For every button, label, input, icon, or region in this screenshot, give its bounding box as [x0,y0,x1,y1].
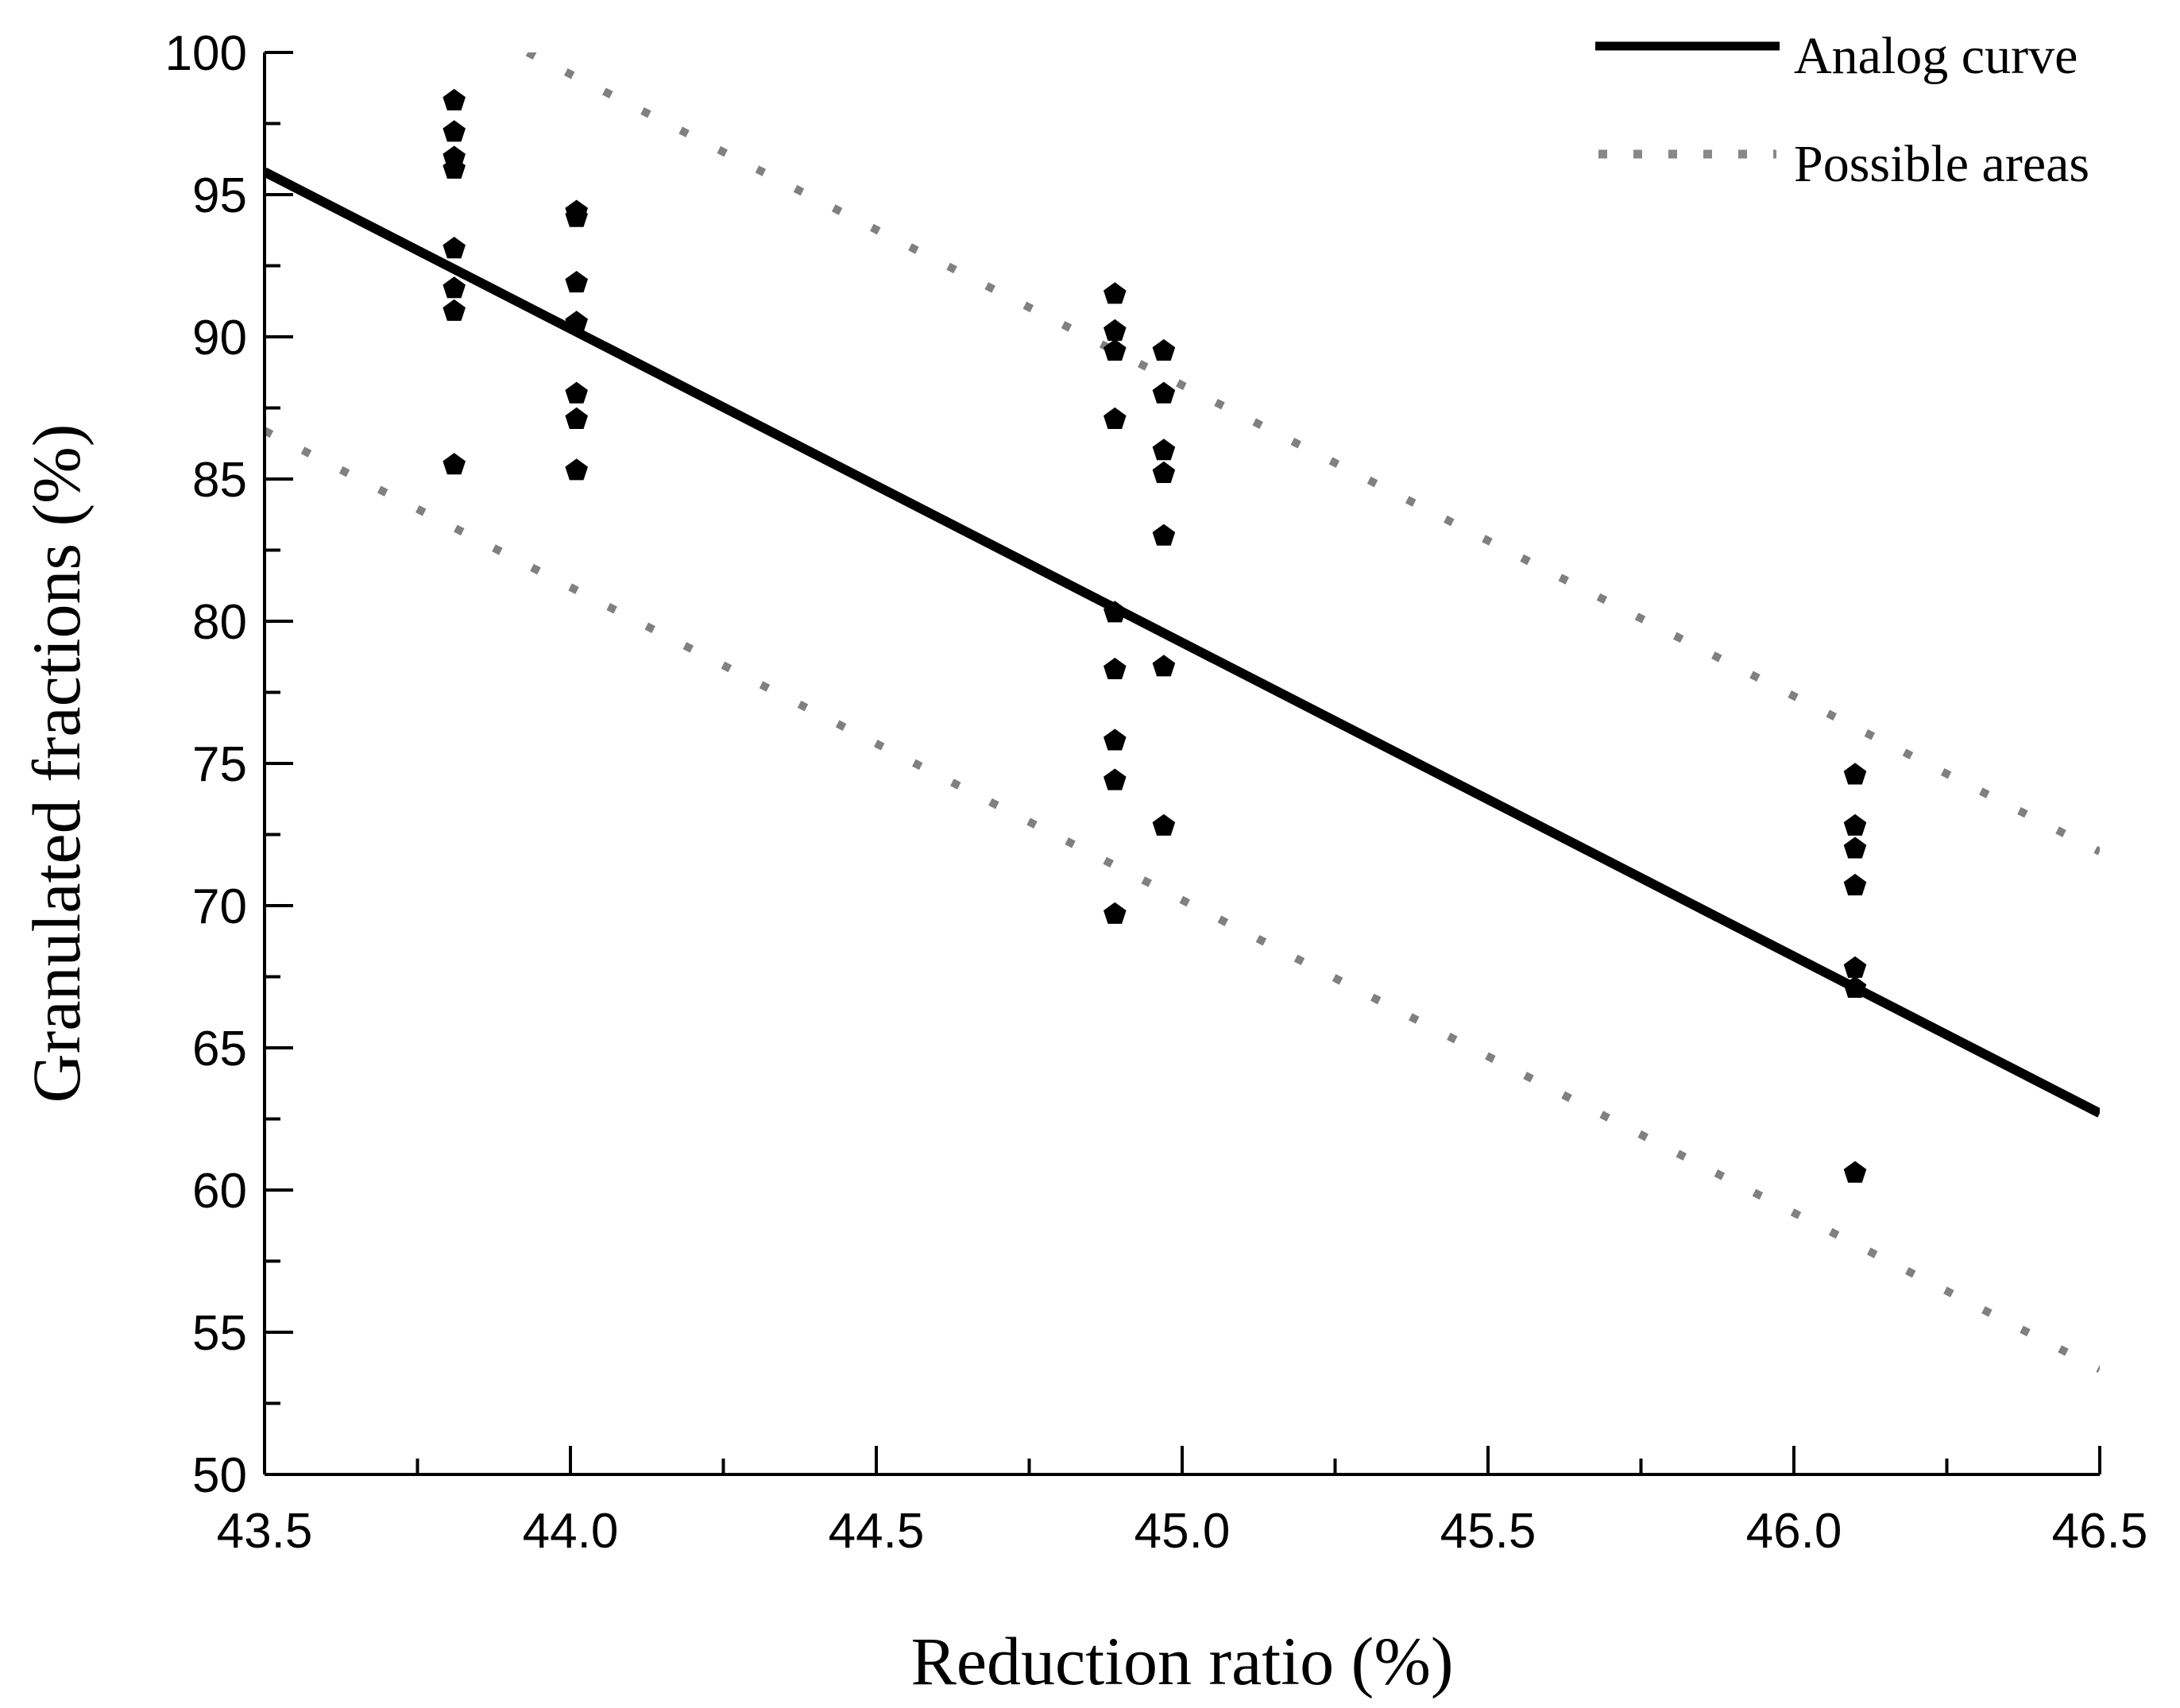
data-point [565,311,588,333]
data-point [565,458,588,481]
data-point [1104,902,1127,924]
data-point [1104,601,1127,623]
y-tick-label: 95 [192,168,247,223]
data-point [1152,338,1176,361]
y-tick-label: 65 [192,1022,247,1076]
data-point [443,276,466,299]
y-tick-label: 60 [192,1164,247,1219]
data-point [1843,813,1867,836]
analog-curve-line [265,168,2100,1118]
y-axis-title: Granulated fractions (%) [18,424,95,1103]
y-axis-tick-labels: 50 55 60 65 70 75 80 85 90 95 100 [165,26,247,1503]
data-point [1843,763,1867,785]
data-point [443,299,466,321]
data-point [1104,768,1127,790]
y-tick-label: 100 [165,26,247,81]
data-point [1104,728,1127,751]
data-point [565,381,588,404]
data-points [443,88,1867,1183]
data-point [1152,655,1176,677]
x-tick-label: 45.0 [1134,1504,1231,1559]
y-tick-label: 85 [192,453,247,508]
data-point [1152,813,1176,836]
data-point [1152,381,1176,404]
data-point [1104,657,1127,679]
data-point [1104,338,1127,361]
data-point [1152,439,1176,461]
data-point [1843,976,1867,998]
data-point [1104,407,1127,429]
data-point [443,157,466,179]
data-point [1843,873,1867,896]
axis-ticks [263,51,2101,1476]
series-lines [265,52,2100,1373]
legend-label-possible-areas: Possible areas [1794,135,2089,193]
possible-area-boundary-line [265,427,2100,1373]
data-point [1152,461,1176,483]
data-point [565,407,588,429]
y-tick-label: 90 [192,311,247,365]
data-point [443,237,466,259]
x-tick-label: 43.5 [217,1504,313,1559]
data-point [1104,319,1127,341]
data-point [1843,1161,1867,1183]
x-tick-label: 46.5 [2052,1504,2148,1559]
y-tick-label: 70 [192,879,247,934]
data-point [443,88,466,110]
data-point [1843,956,1867,978]
data-point [443,453,466,475]
data-point [1843,837,1867,859]
x-tick-label: 44.0 [523,1504,619,1559]
data-point [565,271,588,293]
x-axis-title: Reduction ratio (%) [910,1623,1453,1699]
data-point [1104,282,1127,304]
x-tick-label: 45.5 [1440,1504,1536,1559]
y-tick-label: 75 [192,737,247,792]
x-axis-tick-labels: 43.5 44.0 44.5 45.0 45.5 46.0 46.5 [217,1504,2148,1559]
y-tick-label: 55 [192,1306,247,1361]
legend-label-analog-curve: Analog curve [1794,27,2078,85]
data-point [565,205,588,227]
x-tick-label: 44.5 [829,1504,925,1559]
legend: Analog curve Possible areas [1595,27,2089,193]
data-point [1152,524,1176,546]
y-tick-label: 80 [192,595,247,650]
y-tick-label: 50 [192,1448,247,1503]
x-tick-label: 46.0 [1746,1504,1842,1559]
data-point [443,120,466,142]
